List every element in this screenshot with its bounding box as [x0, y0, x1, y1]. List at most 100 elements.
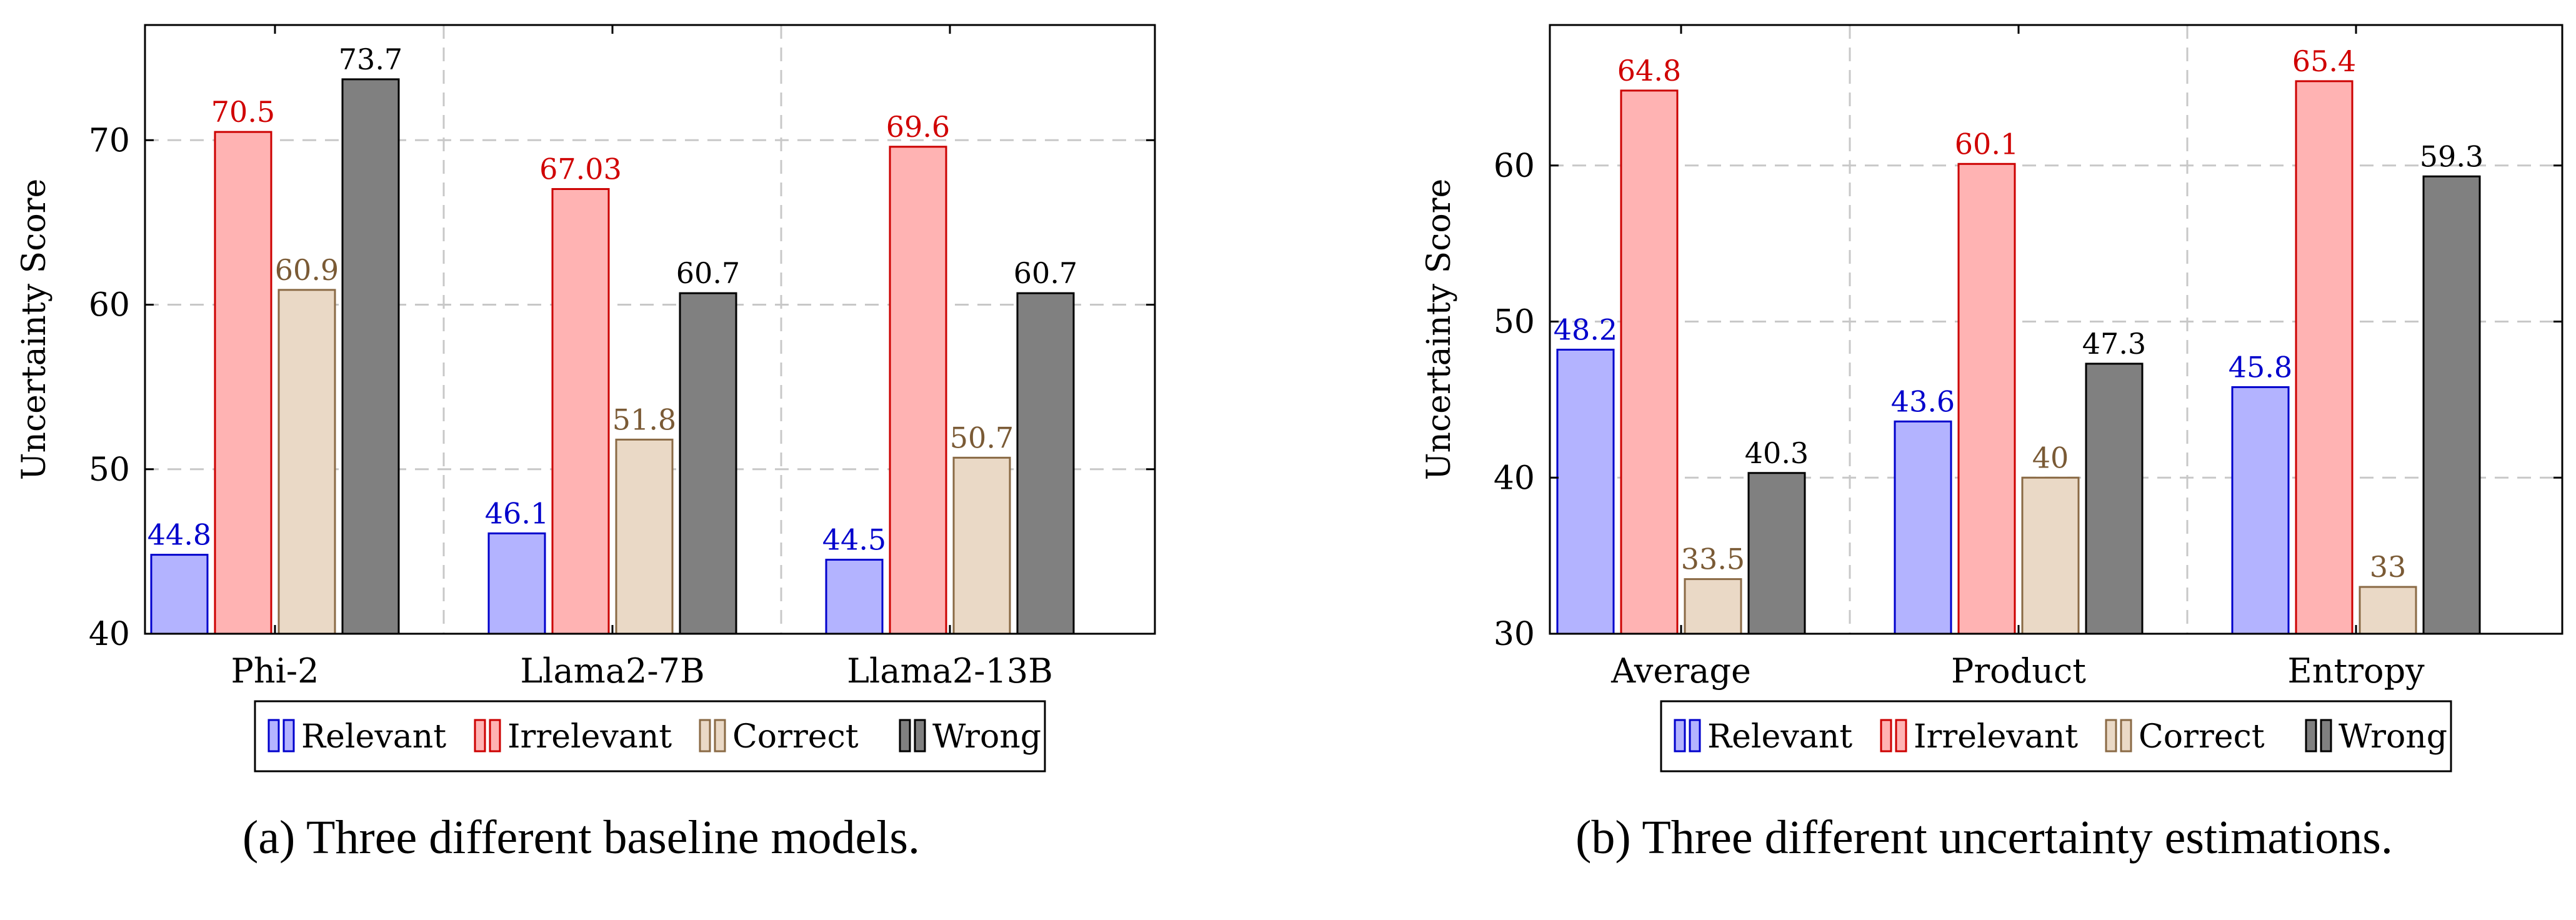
bar-relevant-1: [1894, 420, 1952, 635]
x-tick-label: Llama2-13B: [847, 651, 1053, 691]
legend-swatch-relevant: [1674, 719, 1686, 752]
data-label-wrong-2: 59.3: [2420, 139, 2484, 173]
bar-relevant-0: [150, 554, 209, 635]
y-axis: 40 50 60 70: [89, 122, 1155, 653]
legend-label-wrong: Wrong: [932, 718, 1041, 756]
data-label-correct-2: 50.7: [950, 421, 1014, 454]
data-label-correct-0: 33.5: [1681, 542, 1745, 576]
data-label-correct-1: 40: [2032, 441, 2069, 474]
bar-correct-1: [615, 438, 674, 635]
legend-swatch-relevant: [282, 719, 295, 752]
x-axis: Phi-2 Llama2-7B Llama2-13B: [231, 25, 1053, 691]
legend-swatch-correct: [2120, 719, 2132, 752]
legend: Relevant Irrelevant Correct Wrong: [1660, 700, 2452, 772]
legend-box: [1660, 700, 2452, 772]
x-axis: Average Product Entropy: [1610, 25, 2425, 691]
legend-label-correct: Correct: [732, 718, 859, 756]
y-tick-label: 40: [1494, 459, 1535, 497]
y-tick-label: 60: [1494, 148, 1535, 185]
data-label-relevant-0: 44.8: [147, 518, 211, 552]
data-label-irrelevant-0: 70.5: [211, 95, 275, 129]
data-label-wrong-0: 73.7: [339, 42, 402, 76]
bar-irrelevant-0: [214, 131, 272, 635]
legend-swatch-irrelevant: [1895, 719, 1907, 752]
legend-swatch-irrelevant: [1880, 719, 1892, 752]
bar-wrong-1: [2085, 362, 2144, 635]
data-label-irrelevant-0: 64.8: [1617, 54, 1681, 88]
legend-swatch-irrelevant: [474, 719, 486, 752]
x-tick-label: Phi-2: [231, 651, 319, 691]
data-label-wrong-2: 60.7: [1014, 256, 1077, 290]
legend-swatch-wrong: [2320, 719, 2332, 752]
bar-wrong-2: [1016, 292, 1075, 635]
data-label-wrong-1: 60.7: [676, 256, 740, 290]
y-tick-label: 70: [89, 122, 130, 159]
y-tick-label: 60: [89, 287, 130, 324]
legend-swatch-relevant: [1689, 719, 1701, 752]
caption-a: (a) Three different baseline models.: [242, 811, 920, 864]
data-label-irrelevant-1: 67.03: [539, 152, 622, 186]
bar-relevant-2: [2231, 386, 2290, 635]
legend-label-irrelevant: Irrelevant: [1914, 718, 2078, 756]
legend-label-relevant: Relevant: [1707, 718, 1852, 756]
data-label-correct-2: 33: [2370, 550, 2407, 584]
plot-frame: [144, 24, 1156, 635]
plot-frame: [1549, 24, 2564, 635]
bar-correct-2: [2359, 586, 2417, 635]
y-tick-label: 50: [89, 451, 130, 489]
data-label-correct-1: 51.8: [612, 402, 676, 436]
bars: 44.8 46.1 44.5 70.5 67.03 69.6 60.9 51.8 50.7 73.…: [147, 42, 1077, 635]
data-label-irrelevant-2: 69.6: [886, 110, 950, 144]
data-label-correct-0: 60.9: [275, 253, 339, 287]
bar-correct-0: [1684, 578, 1742, 635]
bar-wrong-0: [1747, 472, 1806, 635]
legend-swatch-relevant: [267, 719, 280, 752]
x-tick-label: Average: [1610, 651, 1751, 691]
legend-swatch-irrelevant: [489, 719, 501, 752]
legend-label-irrelevant: Irrelevant: [507, 718, 672, 756]
bar-wrong-1: [679, 292, 737, 635]
bars: 48.2 43.6 45.8 64.8 60.1 65.4 33.5 40 33 40.3 47.3…: [1554, 44, 2484, 635]
legend-swatch-correct: [2105, 719, 2117, 752]
legend-label-relevant: Relevant: [301, 718, 446, 756]
y-tick-label: 30: [1494, 616, 1535, 653]
x-tick-label: Llama2-7B: [520, 651, 704, 691]
bar-irrelevant-2: [2295, 80, 2354, 635]
bar-correct-1: [2021, 476, 2080, 635]
legend: Relevant Irrelevant Correct Wrong: [254, 700, 1046, 772]
bar-irrelevant-0: [1620, 89, 1679, 635]
bar-correct-2: [952, 456, 1011, 635]
data-label-relevant-2: 45.8: [2229, 350, 2292, 384]
x-tick-label: Entropy: [2287, 651, 2425, 691]
legend-swatch-wrong: [899, 719, 911, 752]
legend-swatch-wrong: [914, 719, 926, 752]
bar-wrong-0: [341, 78, 400, 635]
legend-swatch-correct: [714, 719, 726, 752]
legend-label-correct: Correct: [2139, 718, 2265, 756]
data-label-relevant-1: 46.1: [485, 496, 549, 530]
bar-relevant-0: [1556, 348, 1615, 635]
legend-swatch-wrong: [2305, 719, 2317, 752]
data-label-wrong-1: 47.3: [2082, 327, 2146, 361]
data-label-relevant-1: 43.6: [1891, 384, 1955, 418]
data-label-irrelevant-1: 60.1: [1955, 127, 2019, 161]
y-axis-label: Uncertainty Score: [16, 179, 53, 481]
legend-label-wrong: Wrong: [2339, 718, 2447, 756]
bar-irrelevant-1: [1957, 162, 2016, 635]
y-tick-label: 40: [89, 616, 130, 653]
y-axis-label: Uncertainty Score: [1420, 179, 1458, 481]
bar-irrelevant-1: [551, 188, 610, 635]
data-label-wrong-0: 40.3: [1745, 436, 1809, 470]
data-label-relevant-0: 48.2: [1554, 312, 1617, 346]
legend-box: [254, 700, 1046, 772]
data-label-relevant-2: 44.5: [822, 523, 886, 557]
caption-b: (b) Three different uncertainty estimati…: [1575, 811, 2393, 864]
bar-relevant-2: [825, 559, 884, 635]
x-tick-label: Product: [1951, 651, 2086, 691]
data-label-irrelevant-2: 65.4: [2292, 44, 2356, 78]
y-tick-label: 50: [1494, 304, 1535, 341]
bar-correct-0: [277, 289, 336, 635]
